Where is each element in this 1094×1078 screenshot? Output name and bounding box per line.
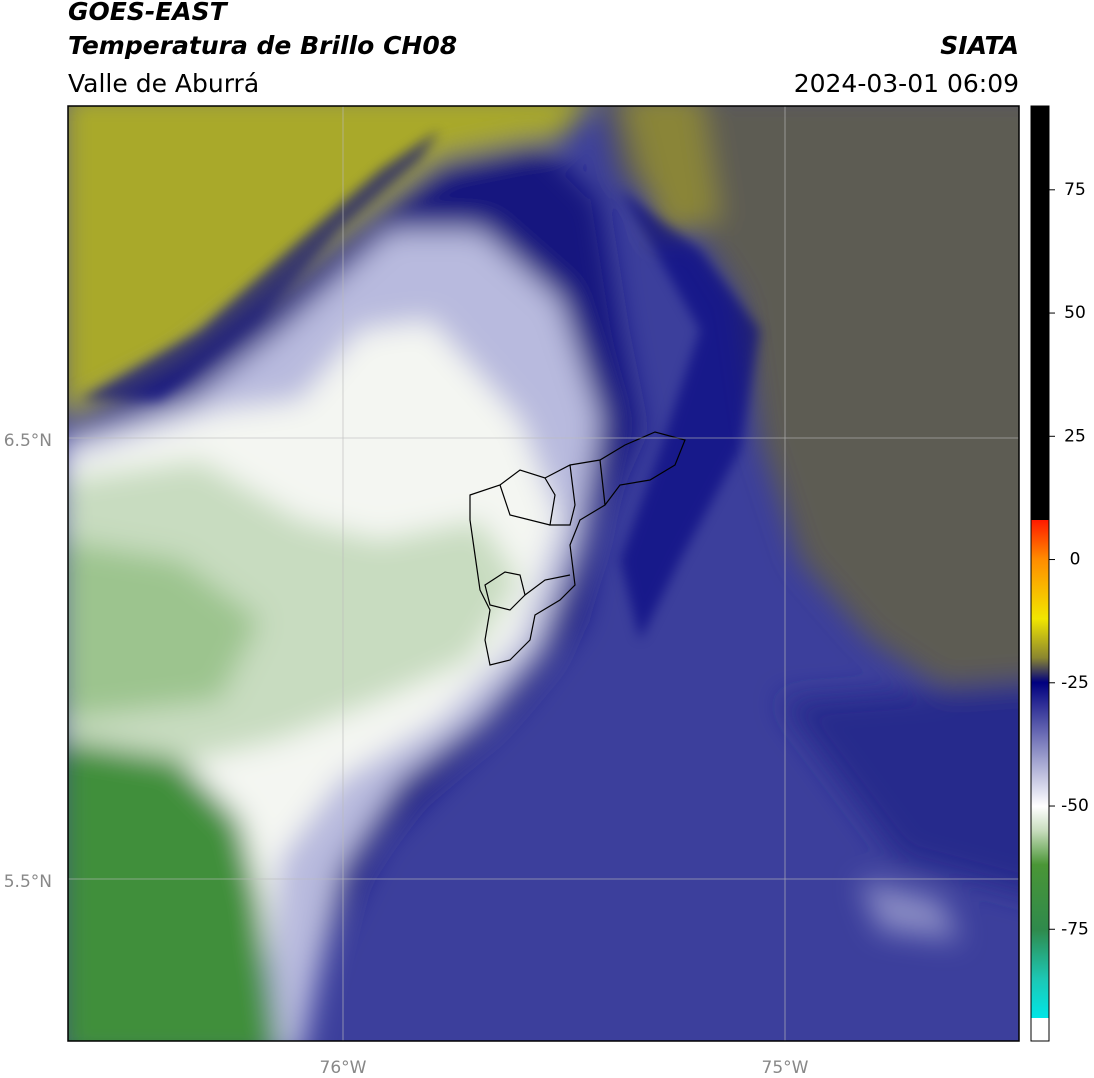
colorbar-frame	[1030, 105, 1050, 1042]
colorbar-tick-label: 75	[1064, 180, 1086, 200]
lon-label: 75°W	[762, 1058, 809, 1078]
colorbar-tick-label: 0	[1070, 550, 1081, 570]
source: SIATA	[940, 31, 1019, 60]
colorbar: 75 50 25 0 -25 -50 -75	[1030, 105, 1089, 1042]
title: GOES-EAST	[68, 0, 229, 26]
colorbar-ramp	[1031, 106, 1049, 1018]
colorbar-extension	[1031, 1018, 1049, 1041]
map-frame	[67, 105, 1020, 1042]
map-field	[68, 106, 1019, 1041]
graticule	[68, 106, 1019, 1041]
datetime: 2024-03-01 06:09	[794, 69, 1019, 98]
municipal-boundaries	[469, 431, 686, 666]
colorbar-tick-label: -75	[1061, 919, 1089, 939]
colorbar-tick-label: -50	[1061, 796, 1089, 816]
lat-label: 6.5°N	[4, 431, 52, 451]
region: Valle de Aburrá	[68, 69, 259, 98]
lon-label: 76°W	[320, 1058, 367, 1078]
subtitle: Temperatura de Brillo CH08	[68, 31, 457, 60]
lat-label: 5.5°N	[4, 872, 52, 892]
colorbar-tick-label: -25	[1061, 673, 1089, 693]
colorbar-tick-label: 50	[1064, 303, 1086, 323]
colorbar-tick-label: 25	[1064, 426, 1086, 446]
